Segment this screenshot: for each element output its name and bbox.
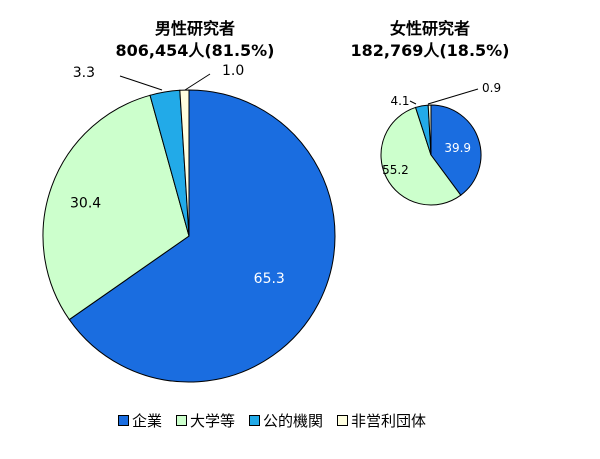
female-slice-company bbox=[430, 104, 482, 196]
legend-label-company: 企業 bbox=[132, 412, 163, 430]
male-label-university: 30.4 bbox=[70, 195, 101, 211]
male-slice-company bbox=[68, 89, 336, 383]
female-title: 女性研究者 bbox=[390, 19, 470, 38]
legend-swatch-company bbox=[118, 415, 129, 426]
male-slice-nonprofit bbox=[179, 89, 190, 237]
female-slice-university bbox=[380, 106, 462, 206]
male-subtitle: 806,454人(81.5%) bbox=[115, 41, 274, 60]
female-subtitle: 182,769人(18.5%) bbox=[350, 41, 509, 60]
legend-label-university: 大学等 bbox=[190, 412, 236, 430]
female-label-company: 39.9 bbox=[444, 141, 471, 155]
legend-item-public: 公的機関 bbox=[249, 410, 323, 431]
male-leader-nonprofit bbox=[184, 73, 211, 91]
male-label-company: 65.3 bbox=[254, 271, 285, 287]
legend-item-university: 大学等 bbox=[176, 410, 235, 431]
male-leader-public bbox=[119, 75, 163, 91]
female-slice-nonprofit bbox=[427, 104, 432, 156]
female-leader-nonprofit bbox=[427, 88, 479, 105]
male-slice-university bbox=[42, 94, 190, 321]
legend: 企業 大学等 公的機関 非営利団体 bbox=[118, 410, 426, 431]
legend-item-company: 企業 bbox=[118, 410, 162, 431]
legend-item-nonprofit: 非営利団体 bbox=[337, 410, 426, 431]
female-label-public: 4.1 bbox=[390, 94, 409, 108]
male-label-nonprofit: 1.0 bbox=[222, 63, 244, 79]
legend-label-nonprofit: 非営利団体 bbox=[351, 412, 427, 430]
male-title: 男性研究者 bbox=[155, 19, 235, 38]
female-label-university: 55.2 bbox=[382, 163, 409, 177]
legend-swatch-nonprofit bbox=[337, 415, 349, 426]
female-leader-public bbox=[409, 100, 417, 105]
legend-swatch-public bbox=[249, 415, 261, 426]
male-label-public: 3.3 bbox=[73, 65, 95, 81]
legend-swatch-university bbox=[176, 415, 188, 426]
legend-label-public: 公的機関 bbox=[263, 412, 324, 430]
female-label-nonprofit: 0.9 bbox=[482, 81, 501, 95]
